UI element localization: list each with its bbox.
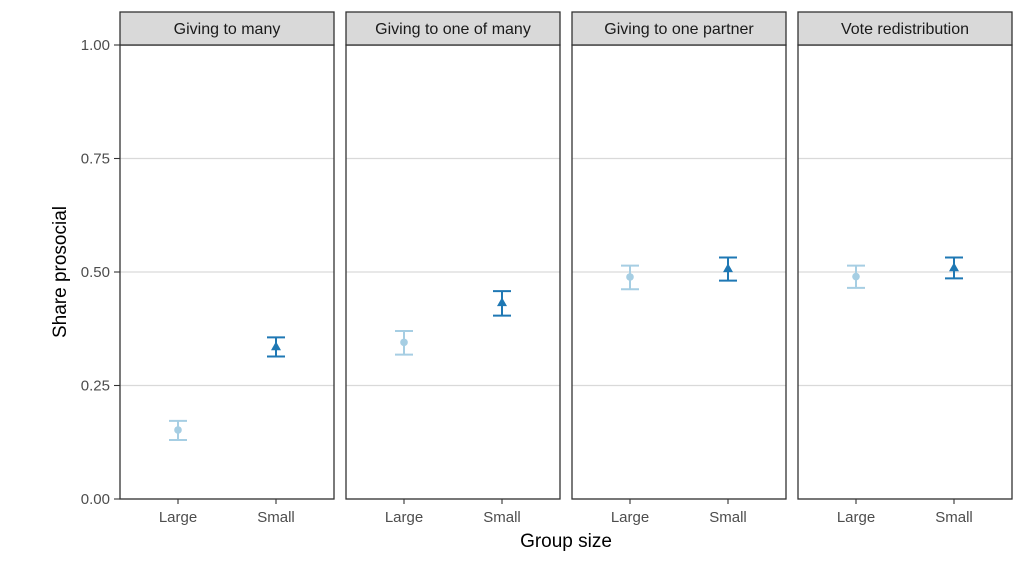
- data-point-large: [400, 338, 408, 347]
- x-tick-label: Large: [385, 509, 423, 526]
- data-point-small: [271, 341, 281, 351]
- y-tick-label: 0.50: [81, 264, 110, 281]
- x-tick-label: Small: [935, 509, 973, 526]
- facet-strip-label: Giving to one of many: [375, 21, 531, 38]
- y-axis-title: Share prosocial: [50, 206, 71, 338]
- data-point-small: [949, 262, 959, 272]
- facet-strip: [797, 11, 1013, 46]
- x-tick-label: Small: [483, 509, 521, 526]
- facet-strip-label: Giving to one partner: [604, 21, 754, 38]
- y-tick-label: 1.00: [81, 37, 110, 54]
- facet-strip: [571, 11, 787, 46]
- data-point-large: [852, 272, 860, 281]
- data-point-large: [626, 273, 634, 281]
- facet-strip-label: Vote redistribution: [841, 21, 969, 38]
- facet-strip: [345, 11, 561, 46]
- data-point-large: [174, 426, 182, 434]
- facet-panel: Giving to one of many Large Small: [345, 11, 561, 526]
- y-axis: 0.00 0.25 0.50 0.75 1.00: [81, 37, 120, 508]
- y-tick-label: 0.25: [81, 378, 110, 395]
- x-tick-label: Small: [257, 509, 295, 526]
- data-point-small: [723, 263, 733, 273]
- y-tick-label: 0.75: [81, 151, 110, 168]
- y-tick-label: 0.00: [81, 491, 110, 508]
- x-tick-label: Large: [611, 509, 649, 526]
- data-point-small: [497, 297, 507, 307]
- facet-strip: [119, 11, 335, 46]
- facet-panel: Giving to many Large Small: [119, 11, 335, 526]
- x-tick-label: Large: [837, 509, 875, 526]
- x-tick-label: Large: [159, 509, 197, 526]
- facet-panel: Vote redistribution Large Small: [797, 11, 1013, 526]
- facet-strip-label: Giving to many: [174, 21, 281, 38]
- facet-panel: Giving to one partner Large Small: [571, 11, 787, 526]
- x-tick-label: Small: [709, 509, 747, 526]
- x-axis-title: Group size: [520, 531, 612, 552]
